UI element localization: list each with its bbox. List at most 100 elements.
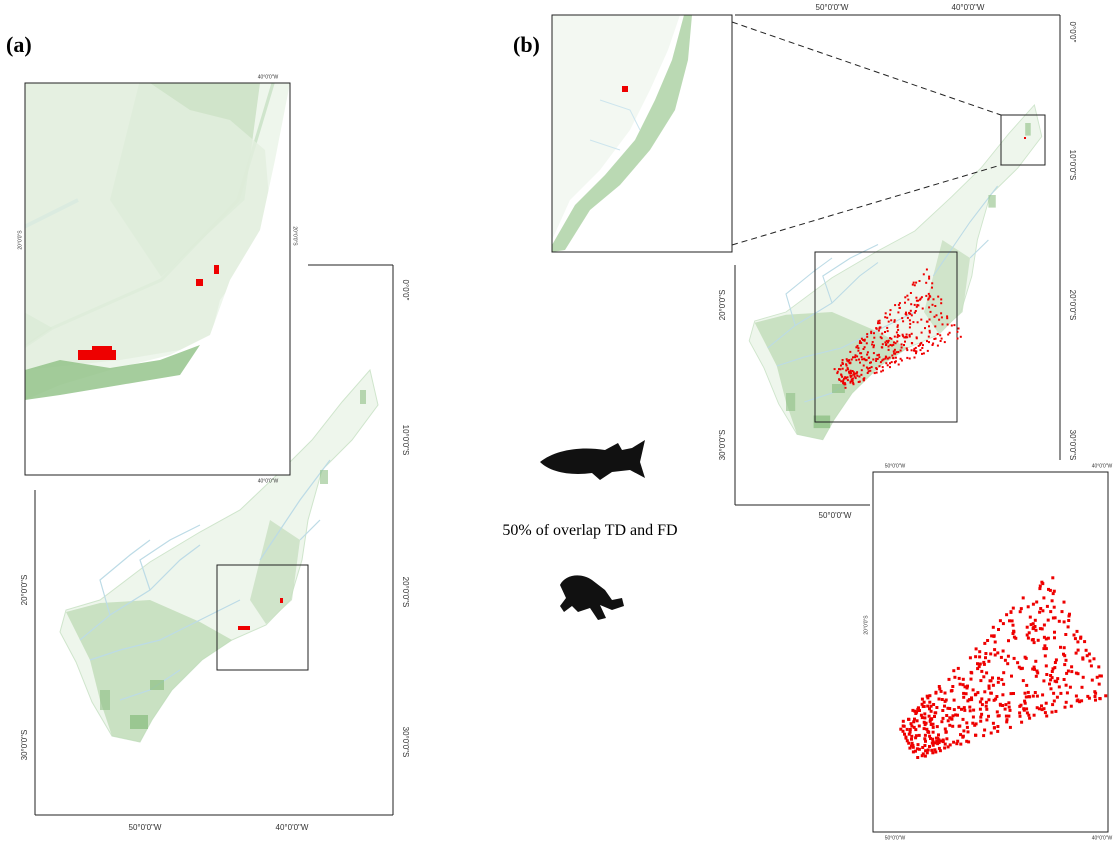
occurrence-cell: [886, 327, 888, 329]
longitude-label: 50°0'0"W: [885, 835, 906, 841]
occurrence-cell: [941, 698, 944, 701]
occurrence-cell: [914, 312, 916, 314]
occurrence-cell: [1022, 596, 1025, 599]
occurrence-cell: [902, 320, 904, 322]
occurrence-cell: [924, 327, 926, 329]
occurrence-cell: [946, 315, 948, 317]
occurrence-cell: [842, 359, 844, 361]
latitude-label: 30°0'0"S: [718, 430, 727, 461]
occurrence-cell: [951, 725, 954, 728]
occurrence-cell: [1104, 694, 1107, 697]
occurrence-cell: [939, 334, 941, 336]
occurrence-cell: [845, 387, 847, 389]
occurrence-cell: [1045, 673, 1048, 676]
occurrence-cell: [861, 369, 863, 371]
occurrence-cell: [976, 662, 979, 665]
occurrence-cell: [926, 696, 929, 699]
occurrence-cell: [1004, 708, 1007, 711]
occurrence-cell: [962, 696, 965, 699]
occurrence-cell: [871, 344, 873, 346]
occurrence-cell: [898, 364, 900, 366]
occurrence-cell: [923, 352, 925, 354]
occurrence-cell: [1044, 711, 1047, 714]
occurrence-cell: [970, 678, 973, 681]
occurrence-cell: [1025, 696, 1028, 699]
occurrence-cell: [1054, 661, 1057, 664]
occurrence-cell: [1040, 581, 1043, 584]
occurrence-cell: [1063, 646, 1066, 649]
occurrence-cell: [996, 725, 999, 728]
occurrence-cell: [1007, 639, 1010, 642]
occurrence-cell: [944, 700, 947, 703]
occurrence-cell: [1001, 693, 1004, 696]
occurrence-cell: [1051, 703, 1054, 706]
occurrence-cell: [888, 345, 890, 347]
occurrence-cell: [957, 706, 960, 709]
occurrence-cell: [1050, 687, 1053, 690]
occurrence-cell: [837, 371, 839, 373]
occurrence-cell: [1043, 636, 1046, 639]
occurrence-cell: [914, 357, 916, 359]
occurrence-cell: [877, 358, 879, 360]
occurrence-cell: [921, 347, 923, 349]
occurrence-cell: [918, 734, 921, 737]
occurrence-cell: [870, 332, 872, 334]
occurrence-cell: [841, 374, 843, 376]
occurrence-cell: [982, 675, 985, 678]
occurrence-cell: [934, 711, 937, 714]
occurrence-cell: [931, 287, 933, 289]
occurrence-cell: [891, 361, 893, 363]
occurrence-cell: [875, 327, 877, 329]
occurrence-cell: [1018, 666, 1021, 669]
occurrence-cell: [1066, 691, 1069, 694]
latitude-label: 20°0'0"S: [718, 290, 727, 321]
occurrence-cell: [1033, 666, 1036, 669]
occurrence-cell: [1056, 677, 1059, 680]
occurrence-cell: [927, 350, 929, 352]
occurrence-cell: [1058, 620, 1061, 623]
occurrence-cell: [1099, 697, 1102, 700]
occurrence-cell: [968, 698, 971, 701]
occurrence-cell: [940, 298, 942, 300]
occurrence-cell: [852, 356, 854, 358]
occurrence-cell: [907, 742, 910, 745]
occurrence-cell: [1049, 678, 1052, 681]
occurrence-cell: [904, 302, 906, 304]
occurrence-cell: [916, 336, 918, 338]
occurrence-cell: [1085, 649, 1088, 652]
occurrence-cell: [866, 342, 868, 344]
occurrence-cell: [996, 651, 999, 654]
occurrence-cell: [879, 365, 881, 367]
occurrence-cell: [921, 353, 923, 355]
occurrence-cell: [936, 725, 939, 728]
occurrence-cell: [997, 677, 1000, 680]
occurrence-cell: [1043, 707, 1046, 710]
occurrence-cell: [943, 705, 946, 708]
occurrence-cell: [1043, 644, 1046, 647]
occurrence-cell: [1005, 720, 1008, 723]
frog-silhouette: [560, 575, 624, 620]
occurrence-cell: [1035, 629, 1038, 632]
occurrence-cell: [966, 726, 969, 729]
panel-b-top-inset: [552, 15, 732, 252]
occurrence-cell: [1054, 680, 1057, 683]
occurrence-cell: [890, 309, 892, 311]
occurrence-cell: [863, 348, 865, 350]
occurrence-cell: [238, 626, 250, 630]
latitude-label: 20°0'0"S: [20, 575, 29, 606]
occurrence-cell: [956, 714, 959, 717]
occurrence-cell: [1083, 640, 1086, 643]
occurrence-cell: [996, 730, 999, 733]
occurrence-cell: [1090, 664, 1093, 667]
occurrence-cell: [927, 748, 930, 751]
occurrence-cell: [937, 345, 939, 347]
occurrence-cell: [1047, 637, 1050, 640]
occurrence-cell: [929, 330, 931, 332]
occurrence-cell: [849, 351, 851, 353]
occurrence-cell: [1024, 692, 1027, 695]
occurrence-cell: [906, 728, 909, 731]
occurrence-cell: [979, 700, 982, 703]
occurrence-cell: [928, 336, 930, 338]
occurrence-cell: [872, 341, 874, 343]
occurrence-cell: [1012, 607, 1015, 610]
